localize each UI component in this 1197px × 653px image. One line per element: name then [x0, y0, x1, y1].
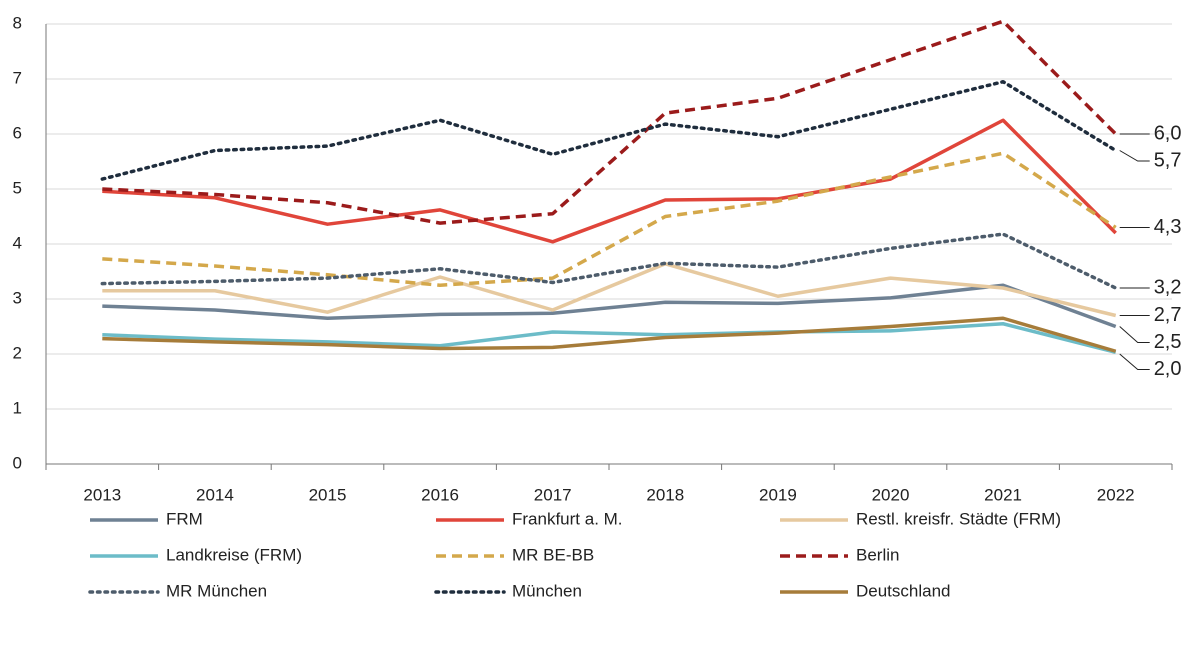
- annotation: 4,3: [1154, 216, 1182, 238]
- series-line: [100, 80, 1118, 181]
- legend-label: Frankfurt a. M.: [512, 509, 623, 528]
- series-line: [100, 232, 1118, 290]
- leader-line: [1119, 326, 1150, 343]
- legend-label: Deutschland: [856, 581, 951, 600]
- annotation: 5,7: [1154, 149, 1182, 171]
- x-tick-label: 2018: [646, 485, 684, 504]
- legend-label: Berlin: [856, 545, 899, 564]
- x-tick-label: 2014: [196, 485, 234, 504]
- legend-label: MR BE-BB: [512, 545, 594, 564]
- y-tick-label: 6: [13, 123, 22, 142]
- x-tick-label: 2013: [83, 485, 121, 504]
- legend-label: Restl. kreisfr. Städte (FRM): [856, 509, 1061, 528]
- series-line: [102, 118, 1117, 244]
- y-tick-label: 5: [13, 178, 22, 197]
- y-tick-label: 2: [13, 343, 22, 362]
- series-line: [102, 262, 1117, 318]
- annotation: 2,0: [1154, 358, 1182, 380]
- leader-line: [1119, 150, 1150, 162]
- y-tick-label: 1: [13, 398, 22, 417]
- legend-label: FRM: [166, 509, 203, 528]
- x-tick-label: 2019: [759, 485, 797, 504]
- x-tick-label: 2017: [534, 485, 572, 504]
- x-tick-label: 2015: [309, 485, 347, 504]
- y-tick-label: 8: [13, 13, 22, 32]
- series-line: [102, 316, 1117, 353]
- x-tick-label: 2020: [872, 485, 910, 504]
- annotation: 2,7: [1154, 304, 1182, 326]
- series-line: [102, 151, 1117, 287]
- legend-label: München: [512, 581, 582, 600]
- legend-label: Landkreise (FRM): [166, 545, 302, 564]
- series-line: [102, 19, 1117, 225]
- series-line: [102, 322, 1117, 355]
- series-line: [102, 283, 1117, 329]
- x-tick-label: 2016: [421, 485, 459, 504]
- annotation: 2,5: [1154, 331, 1182, 353]
- y-tick-label: 3: [13, 288, 22, 307]
- y-tick-label: 4: [13, 233, 22, 252]
- y-tick-label: 0: [13, 453, 22, 472]
- y-tick-label: 7: [13, 68, 22, 87]
- annotation: 6,0: [1154, 122, 1182, 144]
- x-tick-label: 2022: [1097, 485, 1135, 504]
- legend-label: MR München: [166, 581, 267, 600]
- leader-line: [1119, 353, 1150, 370]
- x-tick-label: 2021: [984, 485, 1022, 504]
- annotation: 3,2: [1154, 276, 1182, 298]
